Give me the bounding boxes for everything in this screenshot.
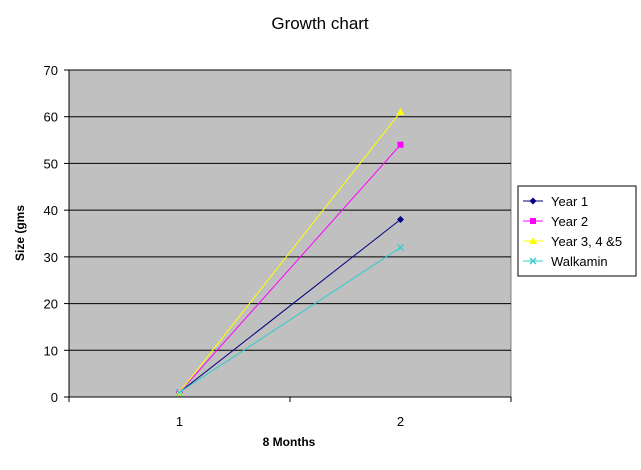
y-axis-label: Size (gms bbox=[13, 205, 27, 261]
legend-marker bbox=[529, 257, 537, 265]
series-layer bbox=[175, 108, 405, 396]
legend-item: Year 3, 4 &5 bbox=[523, 234, 622, 249]
data-point bbox=[176, 388, 183, 396]
legend-label: Year 1 bbox=[551, 194, 588, 209]
legend-label: Year 3, 4 &5 bbox=[551, 234, 622, 249]
plot-area bbox=[68, 69, 512, 398]
y-tick-label: 40 bbox=[44, 203, 58, 218]
chart-title: Growth chart bbox=[271, 14, 369, 33]
y-tick-label: 30 bbox=[44, 250, 58, 265]
y-tick-label: 50 bbox=[44, 156, 58, 171]
data-point bbox=[396, 108, 405, 116]
legend-item: Year 1 bbox=[523, 194, 588, 209]
y-tick-label: 60 bbox=[44, 110, 58, 125]
x-tick-label: 2 bbox=[397, 414, 404, 429]
series-line bbox=[179, 247, 401, 393]
series-walkamin bbox=[176, 244, 404, 396]
x-axis-label: 8 Months bbox=[263, 435, 316, 449]
data-point bbox=[397, 215, 404, 223]
legend-marker bbox=[529, 197, 537, 205]
y-axis-ticks: 0 10 20 30 40 50 60 70 bbox=[44, 63, 69, 405]
data-point bbox=[397, 244, 404, 251]
legend-label: Year 2 bbox=[551, 214, 588, 229]
y-tick-label: 70 bbox=[44, 63, 58, 78]
data-point bbox=[397, 141, 404, 148]
legend-marker bbox=[529, 237, 537, 244]
y-tick-label: 10 bbox=[44, 343, 58, 358]
legend-item: Walkamin bbox=[523, 254, 608, 269]
series-line bbox=[179, 144, 401, 393]
x-tick-label: 1 bbox=[176, 414, 183, 429]
legend-label: Walkamin bbox=[551, 254, 608, 269]
legend-marker bbox=[530, 218, 536, 224]
legend-item: Year 2 bbox=[523, 214, 588, 229]
series-line bbox=[179, 219, 401, 393]
gridlines bbox=[69, 69, 511, 351]
y-tick-label: 20 bbox=[44, 297, 58, 312]
y-tick-label: 0 bbox=[51, 390, 58, 405]
series-line bbox=[179, 111, 401, 393]
legend: Year 1 Year 2 Year 3, 4 &5 Walkamin bbox=[517, 185, 637, 277]
